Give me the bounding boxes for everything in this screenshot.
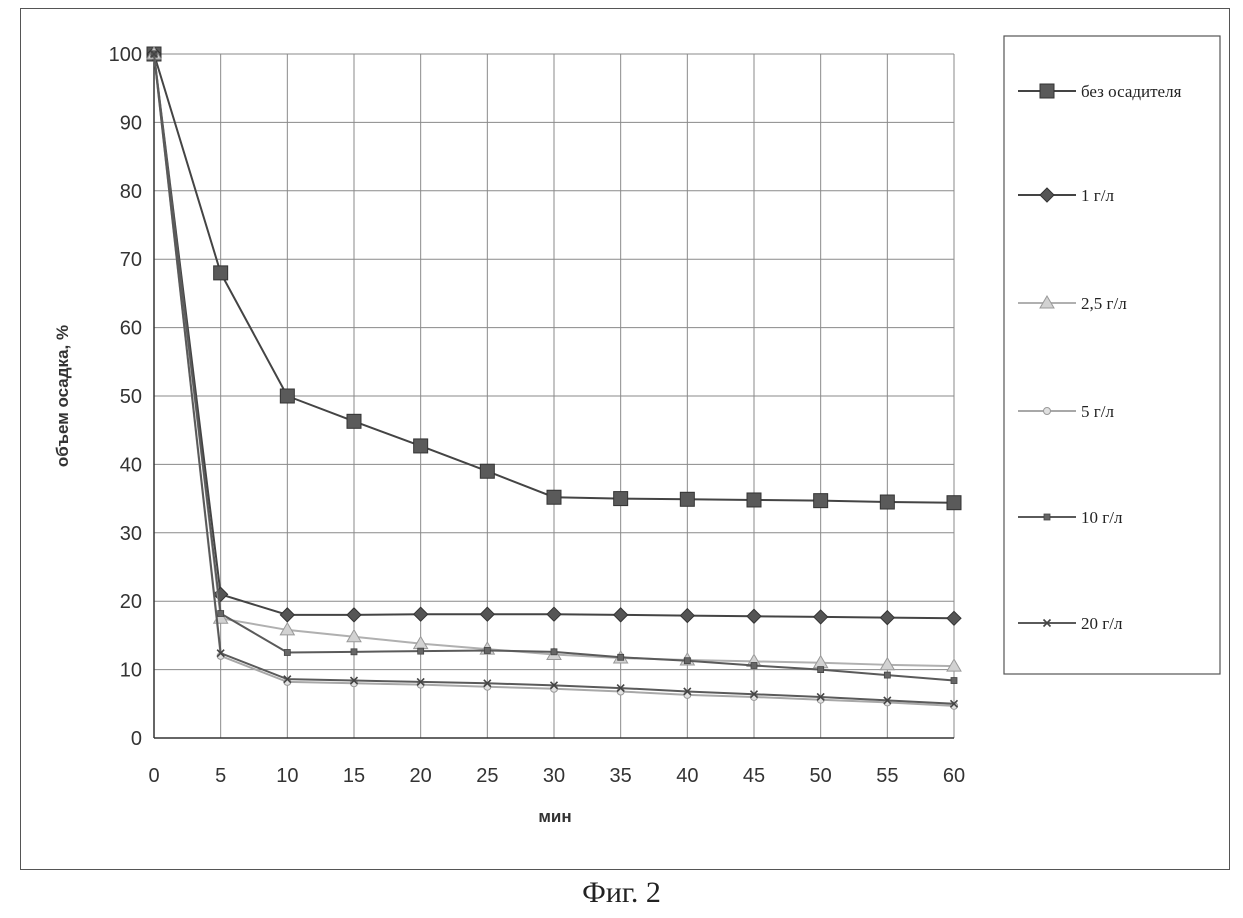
data-point <box>347 414 361 428</box>
x-tick-label: 0 <box>148 765 159 787</box>
legend-box <box>1004 36 1220 674</box>
data-point <box>814 494 828 508</box>
y-tick-label: 60 <box>120 318 142 340</box>
y-tick-label: 50 <box>120 386 142 408</box>
data-point <box>347 608 361 622</box>
x-tick-label: 20 <box>410 765 432 787</box>
data-point <box>214 587 228 601</box>
data-point <box>684 658 690 664</box>
y-tick-label: 20 <box>120 591 142 613</box>
data-point <box>614 608 628 622</box>
data-point <box>947 496 961 510</box>
data-point <box>884 672 890 678</box>
data-point <box>414 607 428 621</box>
y-tick-label: 30 <box>120 523 142 545</box>
data-point <box>947 611 961 625</box>
legend-label: 10 г/л <box>1081 508 1123 527</box>
x-tick-label: 10 <box>276 765 298 787</box>
data-point <box>1044 514 1050 520</box>
x-tick-label: 45 <box>743 765 765 787</box>
data-point <box>547 490 561 504</box>
legend-label: 20 г/л <box>1081 614 1123 633</box>
x-tick-label: 60 <box>943 765 965 787</box>
data-point <box>418 648 424 654</box>
data-point <box>280 608 294 622</box>
x-tick-label: 50 <box>810 765 832 787</box>
x-tick-label: 40 <box>676 765 698 787</box>
data-point <box>818 667 824 673</box>
data-point <box>551 649 557 655</box>
x-tick-label: 15 <box>343 765 365 787</box>
legend-label: без осадителя <box>1081 82 1182 101</box>
legend-label: 2,5 г/л <box>1081 294 1127 313</box>
legend: без осадителя 1 г/л 2,5 г/л 5 г/л 10 г/л 20 г… <box>1004 36 1220 674</box>
legend-label: 5 г/л <box>1081 402 1114 421</box>
data-point <box>214 266 228 280</box>
x-tick-label: 25 <box>476 765 498 787</box>
x-tick-label: 55 <box>876 765 898 787</box>
legend-label: 1 г/л <box>1081 186 1114 205</box>
data-point <box>747 609 761 623</box>
data-point <box>284 650 290 656</box>
grid-layer <box>154 54 954 738</box>
data-point <box>680 609 694 623</box>
data-point <box>614 492 628 506</box>
data-point <box>951 678 957 684</box>
y-tick-label: 40 <box>120 454 142 476</box>
x-tick-label: 5 <box>215 765 226 787</box>
data-point <box>480 464 494 478</box>
data-point <box>680 492 694 506</box>
y-tick-label: 80 <box>120 181 142 203</box>
y-tick-label: 10 <box>120 660 142 682</box>
data-point <box>880 495 894 509</box>
data-point <box>1044 408 1051 415</box>
data-point <box>547 607 561 621</box>
data-point <box>480 607 494 621</box>
figure-caption: Фиг. 2 <box>0 876 1243 910</box>
data-point <box>414 439 428 453</box>
x-axis-title: мин <box>538 807 571 826</box>
y-tick-label: 90 <box>120 112 142 134</box>
data-point <box>218 611 224 617</box>
data-point <box>747 493 761 507</box>
y-tick-label: 70 <box>120 249 142 271</box>
data-point <box>351 649 357 655</box>
axis-layer: 0 10 20 30 40 50 60 70 80 90 100 0 5 10 15 20 25 30 35 40 45… <box>109 44 966 787</box>
data-point <box>880 611 894 625</box>
data-point <box>280 389 294 403</box>
y-tick-label: 100 <box>109 44 142 66</box>
x-tick-label: 35 <box>610 765 632 787</box>
data-point <box>751 662 757 668</box>
data-point <box>484 647 490 653</box>
x-tick-label: 30 <box>543 765 565 787</box>
y-axis-title: объем осадка, % <box>53 325 72 467</box>
data-point <box>1040 84 1054 98</box>
data-point <box>814 610 828 624</box>
y-tick-label: 0 <box>131 728 142 750</box>
legend-entry: без осадителя <box>1018 82 1182 101</box>
data-point <box>618 654 624 660</box>
